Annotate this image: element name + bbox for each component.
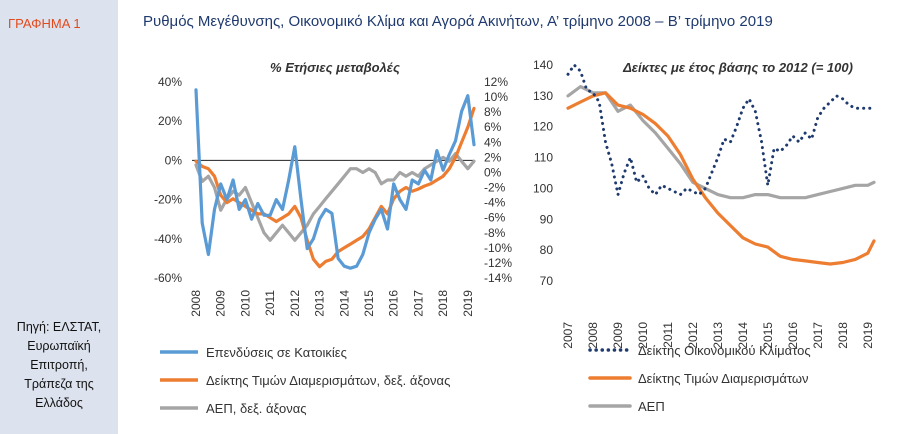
right-chart-x-tick-label: 2013 (711, 322, 725, 349)
sidebar: ΓΡΑΦΗΜΑ 1 Πηγή: ΕΛΣΤΑΤ, Ευρωπαϊκή Επιτρο… (0, 0, 118, 434)
right-y-tick-label: 10% (484, 90, 508, 104)
right-legend-label: ΑΕΠ (638, 399, 665, 414)
left-chart: % Ετήσιες μεταβολές 40% 20% 0% -20% -40% -60% 1… (154, 60, 512, 416)
right-chart-x-tick-label: 2011 (661, 322, 675, 348)
right-chart-y-tick-label: 90 (540, 212, 554, 226)
right-chart-x-tick-label: 2014 (736, 322, 750, 349)
right-chart-x-tick-label: 2009 (611, 322, 625, 349)
x-tick-label: 2011 (263, 290, 277, 316)
x-tick-label: 2014 (337, 290, 351, 317)
series-line-2 (194, 152, 476, 242)
right-legend-label: Δείκτης Οικονομικού Κλίματος (638, 343, 811, 358)
x-tick-label: 2010 (238, 290, 252, 317)
right-y-tick-label: 6% (484, 120, 502, 134)
source-line: Τράπεζα της (24, 377, 94, 391)
right-chart-y-tick-label: 120 (533, 120, 553, 134)
right-series-line-0 (566, 63, 876, 197)
right-chart-y-tick-label: 140 (533, 58, 553, 72)
right-y-tick-label: -4% (484, 196, 506, 210)
left-y-tick-label: -60% (154, 271, 182, 285)
legend-label: Επενδύσεις σε Κατοικίες (206, 345, 347, 360)
left-chart-title: % Ετήσιες μεταβολές (270, 60, 400, 75)
right-y-tick-label: -2% (484, 181, 506, 195)
right-chart-y-tick-label: 110 (534, 151, 553, 165)
right-y-tick-label: -6% (484, 211, 506, 225)
right-chart-x-tick-label: 2015 (761, 322, 775, 349)
right-chart-title: Δείκτες με έτος βάσης το 2012 (= 100) (622, 60, 853, 75)
x-tick-label: 2016 (387, 290, 401, 317)
right-legend-label: Δείκτης Τιμών Διαμερισμάτων (638, 371, 809, 386)
right-y-tick-label: -8% (484, 226, 506, 240)
x-tick-label: 2015 (362, 290, 376, 317)
right-chart: Δείκτες με έτος βάσης το 2012 (= 100) 140… (533, 58, 876, 414)
x-tick-label: 2019 (461, 290, 475, 317)
left-y-tick-label: 40% (158, 75, 182, 89)
right-y-tick-label: 8% (484, 105, 502, 119)
right-y-tick-label: 4% (484, 135, 502, 149)
source-note: Πηγή: ΕΛΣΤΑΤ, Ευρωπαϊκή Επιτροπή, Τράπεζ… (0, 318, 118, 413)
right-chart-x-tick-label: 2017 (811, 322, 825, 349)
right-chart-y-tick-label: 70 (540, 274, 554, 288)
right-series-line-2 (566, 85, 876, 200)
x-tick-label: 2008 (189, 290, 203, 317)
legend-label: Δείκτης Τιμών Διαμερισμάτων, δεξ. άξονας (206, 373, 450, 388)
left-y-tick-label: 0% (165, 153, 183, 167)
right-y-tick-label: 2% (484, 150, 502, 164)
right-y-tick-label: 0% (484, 165, 502, 179)
right-chart-x-tick-label: 2016 (786, 322, 800, 349)
x-tick-label: 2013 (313, 290, 327, 317)
right-y-tick-label: 12% (484, 75, 508, 89)
x-tick-label: 2012 (288, 290, 302, 317)
right-chart-x-tick-label: 2019 (861, 322, 875, 349)
x-tick-label: 2017 (411, 290, 425, 317)
source-line: Ευρωπαϊκή (27, 339, 91, 353)
right-chart-x-tick-label: 2012 (686, 322, 700, 349)
x-tick-label: 2009 (214, 290, 228, 317)
left-y-tick-label: 20% (158, 114, 182, 128)
source-line: Ελλάδος (35, 396, 83, 410)
series-line-0 (194, 88, 476, 270)
right-y-tick-label: -14% (484, 271, 512, 285)
right-chart-y-tick-label: 130 (533, 89, 553, 103)
right-chart-x-tick-label: 2008 (586, 322, 600, 349)
left-y-tick-label: -40% (154, 232, 182, 246)
right-chart-x-tick-label: 2007 (561, 322, 575, 349)
right-y-tick-label: -10% (484, 241, 512, 255)
left-y-tick-label: -20% (154, 193, 182, 207)
right-y-tick-label: -12% (484, 256, 512, 270)
legend-label: ΑΕΠ, δεξ. άξονας (206, 401, 307, 416)
right-chart-x-tick-label: 2018 (836, 322, 850, 349)
right-chart-y-tick-label: 100 (533, 181, 553, 195)
figure-title: Ρυθμός Μεγέθυνσης, Οικονομικό Κλίμα και … (143, 13, 773, 30)
x-tick-label: 2018 (436, 290, 450, 317)
source-line: Επιτροπή, (30, 358, 88, 372)
right-chart-y-tick-label: 80 (540, 243, 554, 257)
graph-label: ΓΡΑΦΗΜΑ 1 (8, 16, 81, 31)
right-series-line-1 (566, 91, 876, 266)
source-line: Πηγή: ΕΛΣΤΑΤ, (16, 320, 102, 334)
right-chart-x-tick-label: 2010 (636, 322, 650, 349)
